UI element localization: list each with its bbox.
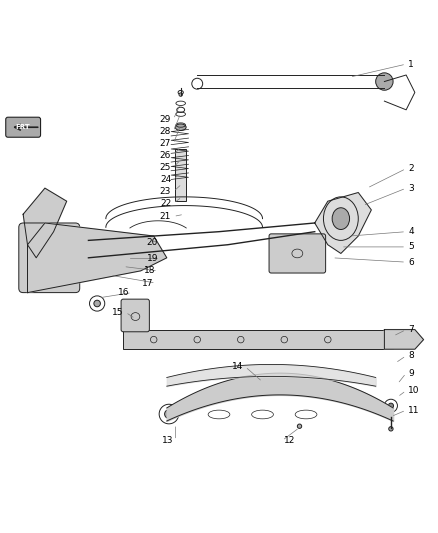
Polygon shape [23,188,67,258]
Text: 12: 12 [284,436,296,445]
Text: 18: 18 [145,266,156,276]
Text: 9: 9 [408,369,414,377]
Text: 14: 14 [232,362,243,371]
FancyBboxPatch shape [269,234,325,273]
Text: 4: 4 [408,227,414,236]
Text: 3: 3 [408,184,414,192]
FancyBboxPatch shape [6,117,41,137]
Ellipse shape [179,93,183,96]
Text: 25: 25 [160,163,171,172]
Polygon shape [28,223,167,293]
Text: 11: 11 [408,406,420,415]
Text: 10: 10 [408,386,420,395]
Text: 17: 17 [142,279,154,287]
Ellipse shape [297,424,302,429]
Ellipse shape [175,124,186,131]
Text: 13: 13 [162,436,173,445]
Text: 29: 29 [160,115,171,124]
FancyBboxPatch shape [121,299,149,332]
Text: 21: 21 [160,212,171,221]
Text: 28: 28 [160,127,171,136]
Text: 19: 19 [147,254,158,263]
Text: 27: 27 [160,139,171,148]
Text: 6: 6 [408,257,414,266]
Text: 1: 1 [408,60,414,69]
Text: 8: 8 [408,351,414,360]
Polygon shape [315,192,371,254]
Text: 23: 23 [160,187,171,196]
Text: 15: 15 [112,308,123,317]
Text: 24: 24 [160,175,171,184]
Polygon shape [385,329,424,349]
Ellipse shape [389,426,393,431]
Ellipse shape [165,410,173,418]
Ellipse shape [94,300,100,307]
Text: 26: 26 [160,151,171,160]
Ellipse shape [376,73,393,90]
Text: 2: 2 [408,164,414,173]
Text: 20: 20 [147,238,158,247]
Ellipse shape [332,208,350,230]
Text: 7: 7 [408,325,414,334]
Text: 22: 22 [160,199,171,208]
Bar [123,329,393,349]
Text: FRT: FRT [16,124,31,130]
Ellipse shape [389,403,393,408]
FancyBboxPatch shape [19,223,80,293]
Text: 16: 16 [118,288,130,297]
Bar [176,149,186,201]
Text: 5: 5 [408,243,414,252]
